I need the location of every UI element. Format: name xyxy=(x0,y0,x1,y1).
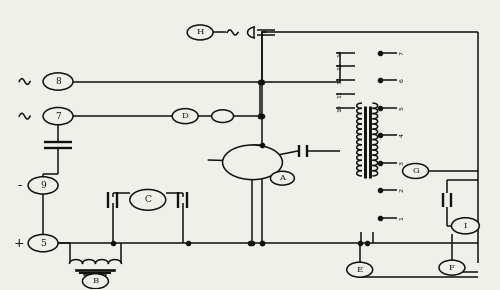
Text: 2: 2 xyxy=(400,188,404,192)
Text: 7: 7 xyxy=(55,112,61,121)
Text: G: G xyxy=(412,167,419,175)
Circle shape xyxy=(222,145,282,180)
Circle shape xyxy=(28,235,58,252)
Circle shape xyxy=(270,171,294,185)
Text: F: F xyxy=(449,264,455,272)
Circle shape xyxy=(43,73,73,90)
Text: 1: 1 xyxy=(244,153,249,160)
Text: H: H xyxy=(196,28,204,37)
Text: -: - xyxy=(17,179,21,192)
Text: 5: 5 xyxy=(400,106,404,110)
Text: A: A xyxy=(280,174,285,182)
Text: C: C xyxy=(144,195,151,204)
Text: D: D xyxy=(182,112,188,120)
Circle shape xyxy=(212,110,234,122)
Circle shape xyxy=(28,177,58,194)
Circle shape xyxy=(439,260,465,275)
Circle shape xyxy=(130,189,166,210)
Text: 14: 14 xyxy=(337,49,342,57)
Circle shape xyxy=(402,164,428,178)
Circle shape xyxy=(187,25,213,40)
Text: B: B xyxy=(92,277,98,285)
Text: 5: 5 xyxy=(40,239,46,248)
Text: 11: 11 xyxy=(337,90,342,98)
Circle shape xyxy=(82,274,108,289)
Text: 3: 3 xyxy=(400,161,404,165)
Circle shape xyxy=(172,109,198,124)
Text: 8: 8 xyxy=(55,77,61,86)
Circle shape xyxy=(346,262,372,277)
Text: 13: 13 xyxy=(337,62,342,70)
Text: 4: 4 xyxy=(400,133,404,137)
Text: 12: 12 xyxy=(337,76,342,84)
Text: 10: 10 xyxy=(337,104,342,112)
Text: 9: 9 xyxy=(40,181,46,190)
Circle shape xyxy=(43,108,73,125)
Circle shape xyxy=(452,218,479,234)
Text: 6: 6 xyxy=(400,78,404,82)
Text: E: E xyxy=(356,266,363,274)
Text: 7: 7 xyxy=(400,51,404,55)
Text: +: + xyxy=(14,237,24,250)
Text: 1: 1 xyxy=(400,216,404,220)
Text: I: I xyxy=(464,222,467,230)
